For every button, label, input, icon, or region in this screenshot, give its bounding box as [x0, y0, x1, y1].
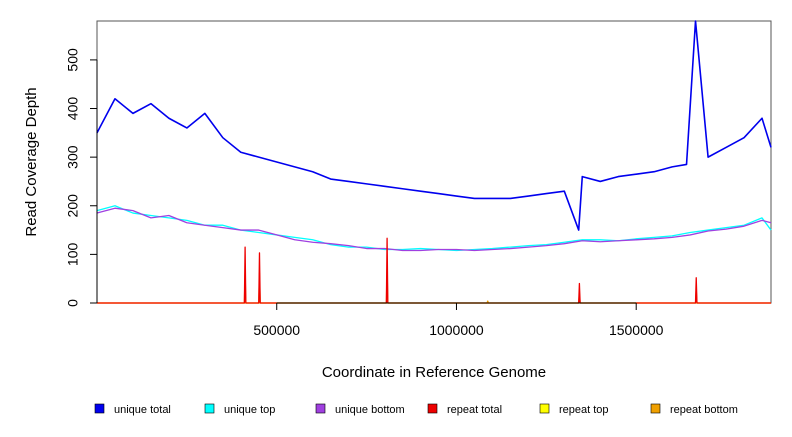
series-line-unique-total — [96, 20, 772, 231]
series-line-unique-bottom — [96, 207, 772, 252]
y-axis-title: Read Coverage Depth — [23, 87, 40, 236]
legend-swatch — [539, 403, 550, 414]
legend-swatch — [650, 403, 661, 414]
series-line-repeat-total — [97, 237, 771, 304]
x-tick-label: 500000 — [253, 322, 300, 338]
x-tick-label: 1000000 — [429, 322, 484, 338]
legend-label: unique total — [114, 404, 171, 416]
legend-item-repeat-bottom: repeat bottom — [650, 403, 738, 416]
legend-label: unique top — [224, 404, 275, 416]
legend-label: repeat total — [447, 404, 502, 416]
y-tick-label: 500 — [65, 48, 81, 72]
legend-swatch — [94, 403, 105, 414]
series-layer — [96, 20, 772, 304]
legend-item-unique-top: unique top — [204, 403, 275, 416]
y-tick-label: 200 — [65, 194, 81, 218]
legend: unique total unique top unique bottom repea… — [94, 403, 738, 416]
x-axis: 500000 1000000 1500000 — [253, 302, 664, 338]
series-line-unique-top — [96, 205, 772, 252]
y-tick-label: 100 — [65, 242, 81, 266]
legend-item-unique-total: unique total — [94, 403, 171, 416]
y-tick-label: 0 — [65, 299, 81, 307]
legend-item-repeat-total: repeat total — [427, 403, 502, 416]
x-tick-label: 1500000 — [609, 322, 664, 338]
legend-swatch — [427, 403, 438, 414]
legend-swatch — [204, 403, 215, 414]
y-tick-label: 400 — [65, 97, 81, 121]
legend-label: repeat top — [559, 404, 609, 416]
legend-item-repeat-top: repeat top — [539, 403, 609, 416]
legend-label: unique bottom — [335, 404, 405, 416]
y-tick-label: 300 — [65, 145, 81, 169]
series-line-repeat-bottom — [97, 268, 771, 304]
y-axis: 0 100 200 300 400 500 — [65, 48, 98, 307]
legend-label: repeat bottom — [670, 404, 738, 416]
legend-swatch — [315, 403, 326, 414]
plot-frame — [96, 20, 772, 304]
x-axis-title: Coordinate in Reference Genome — [322, 364, 546, 381]
legend-item-unique-bottom: unique bottom — [315, 403, 405, 416]
